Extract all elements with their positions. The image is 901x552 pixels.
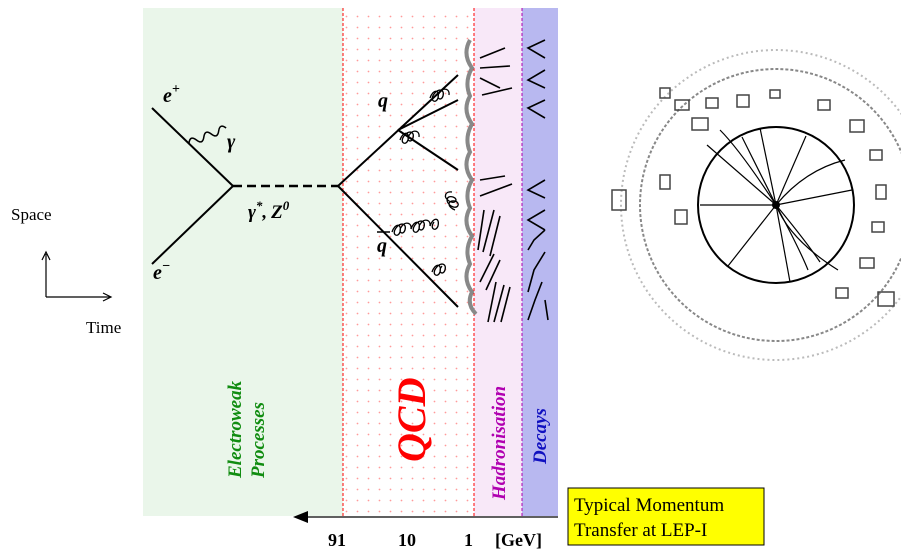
detector-outer-ring xyxy=(620,49,901,361)
feynman-diagram xyxy=(151,74,459,308)
decays-region xyxy=(522,8,558,516)
time-axis-label: Time xyxy=(86,318,121,337)
momentum-box-line2: Transfer at LEP-I xyxy=(574,520,707,541)
tick-label-1: 1 xyxy=(464,530,473,550)
gluon-curls xyxy=(391,88,459,276)
positron-line xyxy=(151,107,234,187)
gluon-curl-middle xyxy=(399,130,420,144)
antiquark-line xyxy=(337,185,459,308)
detector-hits xyxy=(611,87,895,307)
electroweak-region xyxy=(143,8,343,516)
detector-middle-ring xyxy=(639,68,901,342)
tick-label-91: 91 xyxy=(328,530,346,550)
photon-label: γ xyxy=(227,131,236,153)
positron-label: e+ xyxy=(163,82,180,107)
photon-wavy-line xyxy=(188,125,227,144)
detector-inner-circle xyxy=(697,126,855,284)
electron-line xyxy=(151,185,234,265)
space-axis-label: Space xyxy=(11,205,52,224)
antiquark-label: q xyxy=(377,235,387,257)
gluon-curl-upper xyxy=(429,88,450,102)
hadron-strokes xyxy=(477,47,513,323)
tick-label-10: 10 xyxy=(398,530,416,550)
hadronisation-region xyxy=(474,8,522,516)
gluon-split-line-a xyxy=(397,99,459,131)
electroweak-label-line2: Processes xyxy=(248,402,269,479)
gluon-curl-antiquark xyxy=(391,218,439,236)
gluon-curl-vertical xyxy=(444,191,459,211)
momentum-transfer-box xyxy=(567,487,765,546)
decay-strokes xyxy=(526,39,549,321)
momentum-box-line1: Typical Momentum xyxy=(574,495,724,516)
hadronisation-label: Hadronisation xyxy=(489,386,510,501)
detector-tracks xyxy=(700,127,853,283)
decays-label: Decays xyxy=(530,408,551,465)
quark-label: q xyxy=(378,90,388,112)
detector-vertex xyxy=(772,201,780,209)
gluon-curl-lower xyxy=(431,263,446,276)
detector-event-display xyxy=(611,49,901,361)
qcd-label: QCD xyxy=(389,378,434,462)
hadron-string xyxy=(464,39,478,316)
momentum-arrow xyxy=(293,511,558,523)
electroweak-label-line1: Electroweak xyxy=(225,380,246,479)
axis-arrows xyxy=(41,250,113,302)
boson-label: γ*, Z0 xyxy=(248,198,290,223)
unit-label: [GeV] xyxy=(495,530,542,550)
qcd-region xyxy=(343,8,474,516)
electron-label: e− xyxy=(153,259,170,284)
